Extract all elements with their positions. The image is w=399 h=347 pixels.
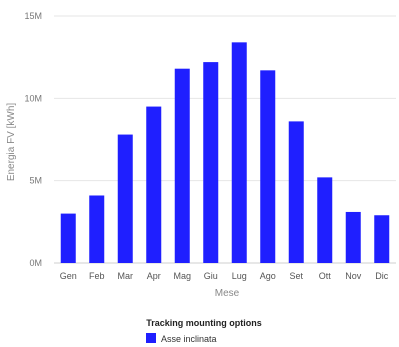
y-tick-label: 5M	[29, 176, 42, 186]
legend: Tracking mounting options Asse inclinata	[146, 318, 262, 344]
bar-mar[interactable]	[117, 134, 133, 263]
x-tick-label: Ott	[319, 271, 332, 281]
x-tick-label: Lug	[232, 271, 247, 281]
bar-ott[interactable]	[317, 177, 333, 263]
x-tick-label: Giu	[204, 271, 218, 281]
y-tick-label: 15M	[24, 11, 42, 21]
bars	[60, 42, 390, 264]
bar-apr[interactable]	[146, 106, 162, 263]
y-tick-labels: 0M 5M 10M 15M	[24, 11, 42, 268]
bar-set[interactable]	[288, 121, 304, 264]
x-tick-label: Nov	[345, 271, 362, 281]
x-tick-label: Dic	[375, 271, 388, 281]
bar-lug[interactable]	[231, 42, 247, 264]
bar-mag[interactable]	[174, 68, 190, 264]
legend-title: Tracking mounting options	[146, 318, 262, 328]
y-tick-label: 0M	[29, 258, 42, 268]
x-tick-label: Gen	[60, 271, 77, 281]
x-tick-labels: Gen Feb Mar Apr Mag Giu Lug Ago Set Ott Nov Dic	[60, 271, 389, 281]
x-tick-label: Feb	[89, 271, 105, 281]
x-tick-label: Mar	[118, 271, 134, 281]
bar-dic[interactable]	[374, 215, 390, 263]
x-tick-label: Mag	[173, 271, 191, 281]
y-axis-title: Energia FV [kWh]	[6, 103, 17, 182]
x-tick-label: Set	[289, 271, 303, 281]
x-axis-title: Mese	[215, 288, 240, 299]
bar-ago[interactable]	[260, 70, 276, 263]
grid-lines	[54, 15, 396, 264]
bar-feb[interactable]	[89, 195, 105, 263]
y-tick-label: 10M	[24, 93, 42, 103]
legend-swatch	[146, 333, 156, 343]
bar-gen[interactable]	[60, 213, 76, 263]
x-tick-label: Ago	[260, 271, 276, 281]
bar-giu[interactable]	[203, 62, 219, 264]
legend-label[interactable]: Asse inclinata	[161, 334, 217, 344]
x-tick-label: Apr	[147, 271, 161, 281]
bar-nov[interactable]	[345, 211, 361, 263]
